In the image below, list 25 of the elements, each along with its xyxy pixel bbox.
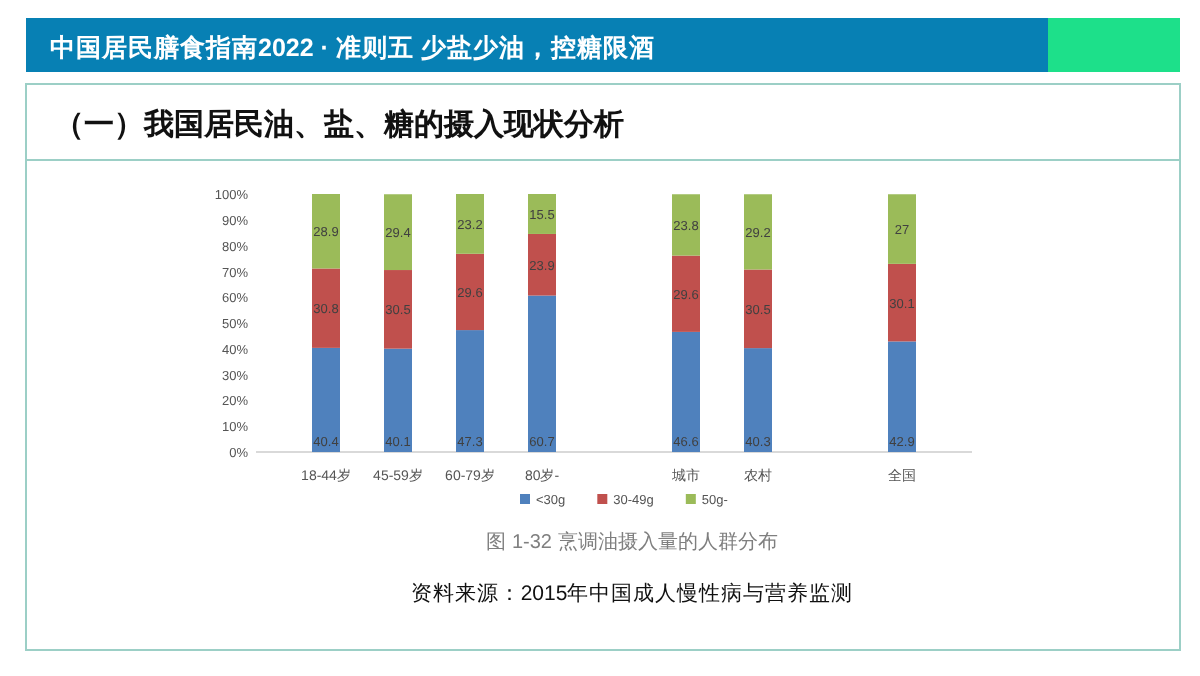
- bar: [456, 330, 484, 452]
- chart-title: 中国居民膳食指南2022 · 准则五 少盐少油，控糖限酒: [50, 32, 655, 62]
- bar: [528, 194, 556, 234]
- text: 资料来源：2015年中国成人慢性病与营养监测: [410, 580, 854, 606]
- bar: [744, 269, 772, 349]
- caption: 图 1-32 烹调油摄入量的人群分布: [486, 530, 778, 554]
- bar: [312, 268, 340, 348]
- bar: [312, 194, 340, 269]
- bar: [528, 295, 556, 452]
- bar: [672, 255, 700, 332]
- bar: [744, 348, 772, 452]
- bar: [384, 194, 412, 271]
- chart-subtitle: （一）我国居民油、盐、糖的摄入现状分析: [54, 108, 624, 142]
- bar: [312, 347, 340, 452]
- bar: [672, 194, 700, 256]
- bar: [672, 331, 700, 452]
- bar: [456, 194, 484, 254]
- bar: [888, 341, 916, 452]
- bar: [744, 194, 772, 270]
- bar: [384, 348, 412, 452]
- bar: [384, 270, 412, 349]
- bar: [528, 233, 556, 296]
- bar: [456, 253, 484, 331]
- bar: [888, 263, 916, 342]
- bar: [888, 194, 916, 264]
